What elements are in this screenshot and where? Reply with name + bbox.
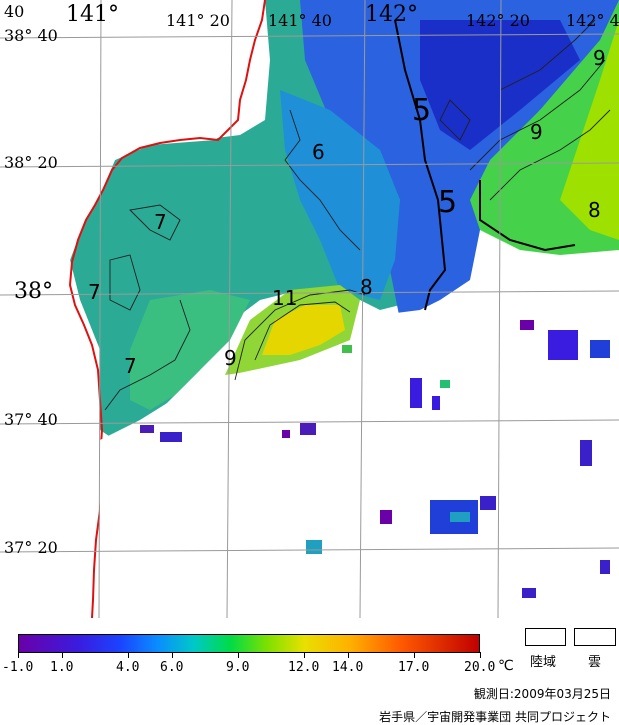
colorbar-tick bbox=[238, 652, 239, 658]
sea-surface-temperature-map bbox=[0, 0, 619, 618]
colorbar-tick-label: 14.0 bbox=[332, 660, 364, 675]
lon-label-142: 142° bbox=[365, 2, 418, 27]
colorbar-tick-label: 6.0 bbox=[160, 660, 184, 675]
lon-label-142-40: 142° 4 bbox=[566, 11, 619, 30]
lat-label-37-20: 37° 20 bbox=[4, 538, 58, 557]
colorbar-tick-label: -1.0 bbox=[2, 660, 34, 675]
credit-line: 岩手県／宇宙開発事業団 共同プロジェクト bbox=[379, 710, 611, 724]
colorbar-unit: ℃ bbox=[498, 658, 514, 674]
colorbar-tick bbox=[172, 652, 173, 658]
contour-label-11: 11 bbox=[272, 286, 298, 310]
contour-label-7-b: 7 bbox=[88, 280, 101, 304]
land-area bbox=[0, 0, 265, 618]
colorbar-tick bbox=[480, 652, 481, 658]
colorbar-tick-label: 9.0 bbox=[226, 660, 250, 675]
shelf-water-area bbox=[130, 290, 250, 410]
contour-label-8-b: 8 bbox=[360, 275, 373, 299]
colorbar-tick-label: 17.0 bbox=[398, 660, 430, 675]
colorbar-tick bbox=[348, 652, 349, 658]
lon-label-edge: 40 bbox=[4, 2, 25, 21]
lat-label-37-40: 37° 40 bbox=[4, 410, 58, 429]
graticule bbox=[0, 0, 619, 618]
lon-label-141-40: 141° 40 bbox=[268, 11, 332, 30]
land-legend-label: 陸域 bbox=[530, 655, 557, 670]
colorbar-tick bbox=[304, 652, 305, 658]
contour-label-7-a: 7 bbox=[154, 210, 167, 234]
contour-label-9-b: 9 bbox=[530, 120, 543, 144]
lat-label-38-40: 38° 40 bbox=[4, 26, 58, 45]
isotherm-contours bbox=[104, 19, 611, 411]
colorbar-tick-label: 12.0 bbox=[288, 660, 320, 675]
cloud-legend-label: 雲 bbox=[588, 655, 602, 670]
observation-date: 観測日:2009年03月25日 bbox=[473, 687, 611, 701]
warm-tongue-core bbox=[262, 305, 345, 355]
contour-label-9-c: 9 bbox=[224, 346, 237, 370]
contour-label-9-a: 9 bbox=[593, 46, 606, 70]
contour-label-5-north: 5 bbox=[412, 93, 432, 128]
contour-label-6: 6 bbox=[312, 140, 325, 164]
colorbar-tick-label: 20.0 bbox=[464, 660, 496, 675]
colorbar-tick bbox=[62, 652, 63, 658]
land-legend-swatch bbox=[525, 628, 566, 646]
colorbar-tick-label: 1.0 bbox=[50, 660, 74, 675]
contour-label-5-south: 5 bbox=[438, 185, 458, 220]
colorbar-tick-label: 4.0 bbox=[116, 660, 140, 675]
lon-label-142-20: 142° 20 bbox=[466, 11, 530, 30]
colorbar-tick bbox=[18, 652, 19, 658]
lon-label-141-20: 141° 20 bbox=[166, 11, 230, 30]
lat-label-38: 38° bbox=[14, 279, 53, 304]
colorbar-tick bbox=[128, 652, 129, 658]
temperature-colorbar bbox=[18, 634, 480, 653]
colorbar-tick bbox=[414, 652, 415, 658]
scattered-pixels bbox=[140, 320, 610, 598]
deep-blue-core bbox=[420, 20, 580, 150]
lon-label-141: 141° bbox=[66, 2, 119, 27]
offshore-mid-water bbox=[280, 90, 400, 300]
cloud-legend-swatch bbox=[574, 628, 616, 646]
cloud-mask bbox=[100, 265, 619, 618]
contour-label-7-c: 7 bbox=[124, 354, 137, 378]
lat-label-38-20: 38° 20 bbox=[4, 153, 58, 172]
contour-label-8-a: 8 bbox=[588, 198, 601, 222]
